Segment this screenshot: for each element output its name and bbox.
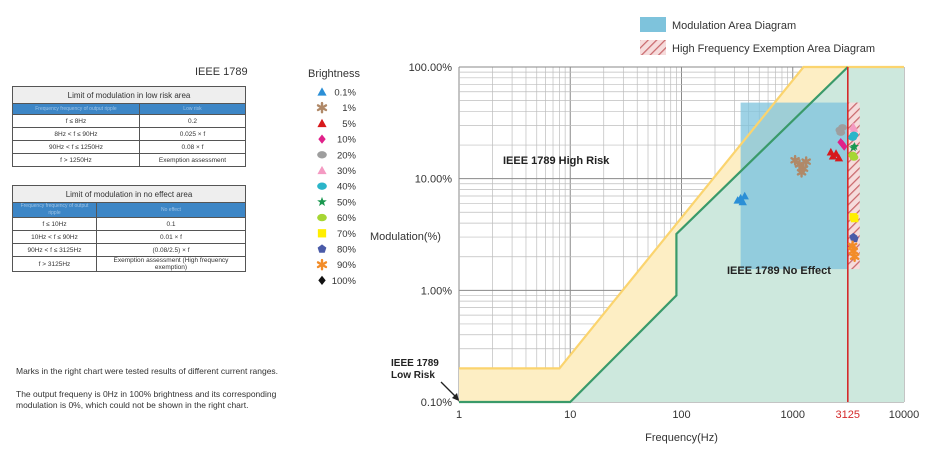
data-point (836, 129, 846, 136)
table-row: f > 1250Hz Exemption assessment (12, 153, 247, 167)
data-point (834, 153, 844, 162)
x-tick-label: 100 (672, 409, 690, 421)
legend-marker (316, 101, 328, 114)
data-point (837, 138, 845, 147)
table-row: 90Hz < f ≤ 1250Hz 0.08 × f (12, 140, 247, 154)
modulation-area (740, 102, 848, 270)
table-cell: Exemption assessment (High frequency exe… (95, 256, 247, 272)
data-point (733, 196, 742, 204)
legend-label: 5% (342, 119, 356, 130)
low-risk-limit-table: Limit of modulation in low risk area Fre… (12, 86, 247, 167)
y-tick-label: 0.10% (421, 397, 452, 409)
legend-label: 10% (337, 135, 357, 146)
table-cell: f > 3125Hz (12, 256, 97, 272)
y-tick-label: 1.00% (421, 285, 452, 297)
legend-marker (317, 118, 327, 128)
legend-marker (317, 196, 327, 206)
data-point (849, 251, 860, 263)
legend-marker (317, 244, 327, 253)
legend-marker (317, 229, 327, 238)
legend-label: 60% (337, 213, 357, 224)
legend-label: 70% (337, 229, 357, 240)
legend-label: 100% (332, 276, 357, 287)
data-point (740, 191, 749, 200)
data-point (849, 131, 859, 139)
legend-marker (317, 213, 327, 222)
legend-marker (317, 165, 327, 175)
brightness-legend-title: Brightness (308, 68, 360, 80)
table-cell: Exemption assessment (138, 153, 247, 167)
exemption-area-label: High Frequency Exemption Area Diagram (672, 43, 875, 55)
y-tick-label: 100.00% (409, 62, 453, 74)
high-risk-annotation: IEEE 1789 High Risk (503, 155, 610, 167)
y-tick-label: 10.00% (415, 174, 453, 186)
data-point (790, 154, 800, 166)
low-risk-arrow (440, 381, 458, 399)
legend-marker (316, 258, 328, 271)
note-text: The output frequeny is 0Hz in 100% brigh… (16, 389, 277, 399)
legend-marker (317, 182, 327, 190)
legend-label: 20% (337, 150, 357, 161)
x-tick-label: 10 (564, 409, 576, 421)
data-point (738, 197, 747, 206)
legend-marker (318, 134, 326, 144)
exemption-area (847, 102, 860, 270)
exemption-area-swatch (640, 40, 666, 55)
low-risk-annotation: IEEE 1789 (391, 358, 439, 369)
low-risk-arrowhead (452, 393, 459, 401)
data-point (826, 147, 836, 156)
table-title: IEEE 1789 (195, 66, 248, 78)
data-point (796, 166, 807, 178)
table-section-heading: Limit of modulation in no effect area (12, 185, 246, 203)
data-point (849, 154, 859, 161)
x-axis-label: Frequency(Hz) (645, 432, 718, 444)
data-point (801, 156, 812, 168)
y-axis-label: Modulation(%) (370, 231, 441, 243)
data-point (850, 234, 859, 243)
legend-label: 50% (337, 197, 357, 208)
x-tick-label: 10000 (889, 409, 920, 421)
legend-label: 80% (337, 245, 357, 256)
no-effect-limit-table: Limit of modulation in no effect area Fr… (12, 185, 247, 272)
table-row: 10Hz < f ≤ 90Hz 0.01 × f (12, 230, 247, 244)
legend-label: 30% (337, 166, 357, 177)
legend-label: 0.1% (334, 88, 356, 99)
note-text: Marks in the right chart were tested res… (16, 366, 279, 376)
data-point (840, 142, 848, 151)
table-section-heading: Limit of modulation in low risk area (12, 86, 246, 104)
legend-marker (318, 275, 326, 285)
table-header-cell: Frequency frequency of output ripple (12, 202, 97, 218)
modulation-area-swatch (640, 17, 666, 32)
no-effect-limit-line (459, 66, 849, 404)
data-point (850, 141, 860, 151)
data-point (850, 214, 859, 223)
low-risk-annotation: Low Risk (391, 370, 435, 381)
note-text: modulation is 0%, which could not be sho… (16, 400, 249, 410)
x-tick-label: 1000 (781, 409, 805, 421)
data-point (849, 124, 859, 132)
x-tick-label: 3125 (836, 409, 860, 421)
table-row: f > 3125Hz Exemption assessment (High fre… (12, 256, 247, 272)
data-point (847, 240, 858, 252)
legend-marker (317, 151, 327, 159)
low-risk-limit-line (459, 65, 904, 370)
no-effect-annotation: IEEE 1789 No Effect (727, 265, 831, 277)
legend-marker (317, 87, 327, 96)
legend-label: 90% (337, 260, 357, 271)
modulation-area-label: Modulation Area Diagram (672, 20, 796, 32)
legend-label: 1% (342, 103, 356, 114)
legend-label: 40% (337, 182, 357, 193)
x-tick-label: 1 (456, 409, 462, 421)
